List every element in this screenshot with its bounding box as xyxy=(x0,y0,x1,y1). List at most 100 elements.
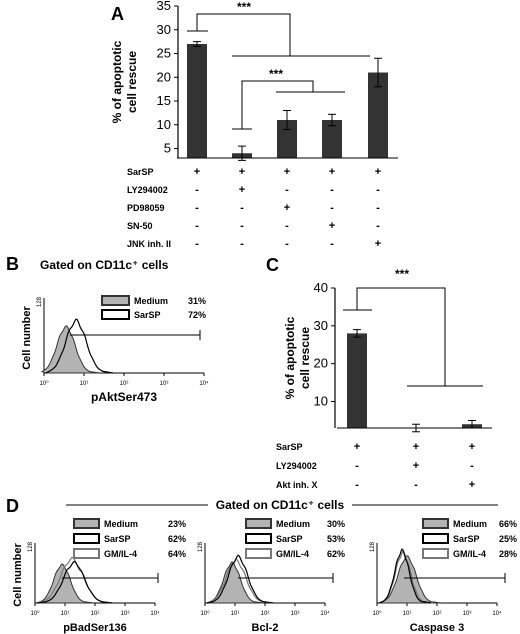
legend-value: 66% xyxy=(499,519,517,529)
treatment-sign: - xyxy=(376,184,380,196)
sig-bracket xyxy=(196,13,291,56)
legend-swatch xyxy=(422,533,449,544)
significance-stars: *** xyxy=(395,267,409,281)
treatment-label: SN-50 xyxy=(127,221,153,231)
treatment-sign: - xyxy=(240,220,244,232)
histogram-medium-curve xyxy=(378,555,442,604)
y-tick-label: 40 xyxy=(314,280,328,295)
treatment-sign: - xyxy=(470,460,474,472)
panel-a: A 5 10 15 20 25 30 35 % of apoptotic cell rescue S… xyxy=(110,0,398,250)
x-tick-label: 10⁰ xyxy=(372,610,382,617)
x-tick-label: 10² xyxy=(91,611,100,617)
bar xyxy=(322,120,342,158)
legend-swatch xyxy=(101,295,130,306)
y-axis-label: cell rescue xyxy=(298,327,312,389)
legend-swatch xyxy=(422,548,449,559)
legend-value: 23% xyxy=(168,519,186,529)
y-axis-label: Cell number xyxy=(21,306,33,370)
panel-label: B xyxy=(6,254,19,274)
significance-stars: *** xyxy=(269,67,283,81)
bar xyxy=(277,120,297,158)
legend-swatch xyxy=(73,533,100,544)
treatment-sign: - xyxy=(330,202,334,214)
treatment-sign: + xyxy=(284,202,290,214)
y-tick-label: 30 xyxy=(314,318,328,333)
y-max-label: 128 xyxy=(37,296,43,307)
legend-value: 31% xyxy=(188,296,206,306)
panel-label: C xyxy=(266,255,279,275)
treatment-sign: - xyxy=(195,220,199,232)
treatment-sign: + xyxy=(375,238,381,250)
legend-value: 62% xyxy=(168,534,186,544)
histogram-sarsp-curve xyxy=(45,318,114,374)
x-tick-label: 10³ xyxy=(463,611,472,617)
legend-swatch xyxy=(73,518,100,529)
x-tick-label: 10² xyxy=(433,611,442,617)
x-tick-label: 10⁴ xyxy=(320,610,330,617)
treatment-sign: + xyxy=(329,220,335,232)
legend-label: Medium xyxy=(104,519,138,529)
treatment-sign: - xyxy=(285,184,289,196)
y-tick-label: 10 xyxy=(314,394,328,409)
y-tick-label: 35 xyxy=(157,0,171,13)
panel-label: A xyxy=(111,4,124,24)
x-tick-label: 10⁴ xyxy=(150,610,160,617)
bar xyxy=(368,72,388,158)
legend-swatch xyxy=(422,518,449,529)
y-tick-label: 25 xyxy=(157,46,171,61)
sig-bracket xyxy=(356,287,446,386)
legend-swatch xyxy=(245,518,272,529)
treatment-sign: + xyxy=(375,166,381,178)
x-tick-label: 10⁴ xyxy=(199,380,209,387)
legend-value: 64% xyxy=(168,549,186,559)
treatment-sign: + xyxy=(469,441,475,453)
x-axis-label: Bcl-2 xyxy=(252,622,279,634)
treatment-sign: + xyxy=(239,166,245,178)
histogram-medium-curve xyxy=(36,563,95,604)
legend-label: GM/IL-4 xyxy=(104,549,137,559)
y-max-label: 128 xyxy=(370,541,376,552)
legend-swatch xyxy=(245,548,272,559)
legend-swatch xyxy=(73,548,100,559)
legend-label: Medium xyxy=(453,519,487,529)
treatment-sign: - xyxy=(355,479,359,491)
treatment-sign: - xyxy=(330,184,334,196)
treatment-sign: - xyxy=(195,238,199,250)
treatment-sign: - xyxy=(195,202,199,214)
y-axis-label: cell rescue xyxy=(125,51,139,113)
x-tick-label: 10¹ xyxy=(403,611,412,617)
y-axis-label: % of apoptotic xyxy=(110,40,124,123)
x-tick-label: 10² xyxy=(261,611,270,617)
panel-c: C 10 20 30 40 % of apoptotic cell rescue SarSP +… xyxy=(266,255,492,491)
x-tick-label: 10⁰ xyxy=(39,380,49,387)
legend-label: GM/IL-4 xyxy=(453,549,486,559)
legend-value: 62% xyxy=(327,549,345,559)
treatment-label: Akt inh. X xyxy=(276,480,318,490)
x-tick-label: 10⁰ xyxy=(30,610,40,617)
x-axis-label: pBadSer136 xyxy=(63,622,127,634)
legend-label: SarSP xyxy=(453,534,480,544)
treatment-sign: - xyxy=(355,460,359,472)
treatment-sign: + xyxy=(284,166,290,178)
treatment-sign: + xyxy=(469,479,475,491)
treatment-sign: - xyxy=(285,220,289,232)
x-tick-label: 10¹ xyxy=(61,611,70,617)
treatment-label: SarSP xyxy=(127,167,154,177)
histogram-d1: Medium 23% SarSP 62% GM/IL-4 64% 10⁰ 10¹ 10² 10³ 1… xyxy=(12,518,186,634)
legend-value: 28% xyxy=(499,549,517,559)
treatment-label: JNK inh. II xyxy=(127,239,171,249)
panel-d-title: Gated on CD11c⁺ cells xyxy=(216,498,345,512)
legend-value: 25% xyxy=(499,534,517,544)
treatment-sign: - xyxy=(376,220,380,232)
histogram-d2: Medium 30% SarSP 53% GM/IL-4 62% 10⁰ 10¹ 10² 10³ 1… xyxy=(198,518,345,634)
treatment-sign: + xyxy=(413,460,419,472)
treatment-sign: - xyxy=(414,479,418,491)
treatment-label: LY294002 xyxy=(276,461,317,471)
legend-label: Medium xyxy=(276,519,310,529)
treatment-sign: + xyxy=(329,166,335,178)
legend-swatch xyxy=(101,309,130,320)
legend-label: Medium xyxy=(134,296,168,306)
treatment-label: PD98059 xyxy=(127,203,165,213)
treatment-sign: - xyxy=(195,184,199,196)
